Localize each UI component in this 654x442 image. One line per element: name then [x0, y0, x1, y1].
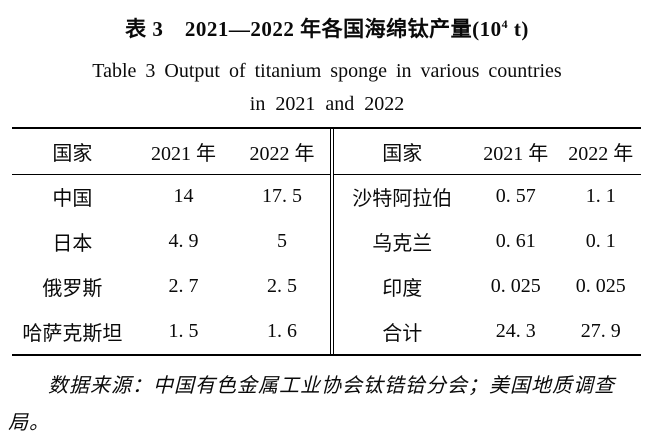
cell-country: 中国 — [52, 188, 93, 211]
table-row: 日本 4. 9 5 — [12, 219, 330, 264]
cell-2022-value: 17. 5 — [261, 185, 302, 208]
table-left-half: 国家 2021 年 2022 年 中国 14 17. 5 日本 4. 9 5 俄… — [12, 129, 330, 354]
table-row: 乌克兰 0. 61 0. 1 — [332, 219, 641, 264]
cell-2021-value: 14 — [173, 185, 194, 208]
cell-country: 俄罗斯 — [42, 278, 103, 300]
cell-2021-value: 4. 9 — [168, 230, 199, 252]
column-header-2022: 2022 年 — [234, 129, 330, 175]
table-header-row: 国家 2021 年 2022 年 — [12, 129, 330, 175]
table-title-zh: 表 3 2021—2022 年各国海绵钛产量(104 t) — [0, 0, 654, 43]
cell-country: 日本 — [52, 233, 93, 255]
cell-country: 沙特阿拉伯 — [352, 188, 453, 211]
data-source-note: 数据来源：中国有色金属工业协会钛锆铪分会；美国地质调查局。 — [8, 375, 615, 434]
table-title-en-line1: Table 3 Output of titanium sponge in var… — [92, 60, 562, 82]
cell-2022-value: 0. 025 — [575, 275, 626, 297]
cell-2022-value: 1. 1 — [585, 185, 616, 208]
cell-country-total: 合计 — [382, 323, 423, 345]
column-header-2022: 2022 年 — [560, 129, 641, 175]
data-table: 国家 2021 年 2022 年 中国 14 17. 5 日本 4. 9 5 俄… — [12, 127, 641, 356]
superscript-exponent: 4 — [501, 17, 509, 31]
cell-2022-value: 0. 1 — [585, 230, 616, 252]
table-row: 中国 14 17. 5 — [12, 174, 330, 219]
cell-country: 哈萨克斯坦 — [22, 323, 123, 345]
cell-country: 印度 — [382, 278, 423, 300]
table-title-zh-unit: t) — [508, 17, 529, 41]
table-right-half: 国家 2021 年 2022 年 沙特阿拉伯 0. 57 1. 1 乌克兰 0.… — [329, 129, 641, 354]
table-row: 沙特阿拉伯 0. 57 1. 1 — [332, 174, 641, 219]
cell-2021-value: 2. 7 — [168, 275, 199, 297]
table-row: 哈萨克斯坦 1. 5 1. 6 — [12, 309, 330, 354]
column-header-2021: 2021 年 — [470, 129, 561, 175]
table-row: 合计 24. 3 27. 9 — [332, 309, 641, 354]
cell-2021-value: 1. 5 — [168, 320, 199, 342]
column-header-country: 国家 — [331, 129, 471, 175]
table-row: 印度 0. 025 0. 025 — [332, 264, 641, 309]
column-header-country: 国家 — [12, 129, 133, 175]
cell-2022-value: 1. 6 — [266, 320, 297, 342]
cell-2021-total: 24. 3 — [495, 320, 536, 342]
cell-2021-value: 0. 61 — [495, 230, 536, 252]
table-header-row: 国家 2021 年 2022 年 — [331, 129, 641, 175]
cell-2021-value: 0. 57 — [495, 185, 536, 208]
cell-2022-value: 5 — [276, 230, 287, 252]
cell-country: 乌克兰 — [372, 233, 433, 255]
column-header-2021: 2021 年 — [132, 129, 235, 175]
cell-2022-value: 2. 5 — [266, 275, 297, 297]
table-title-zh-text: 表 3 2021—2022 年各国海绵钛产量(10 — [125, 17, 502, 41]
cell-2021-value: 0. 025 — [490, 275, 541, 297]
table-title-en-line2: in 2021 and 2022 — [249, 93, 405, 115]
cell-2022-total: 27. 9 — [580, 320, 621, 342]
table-row: 俄罗斯 2. 7 2. 5 — [12, 264, 330, 309]
